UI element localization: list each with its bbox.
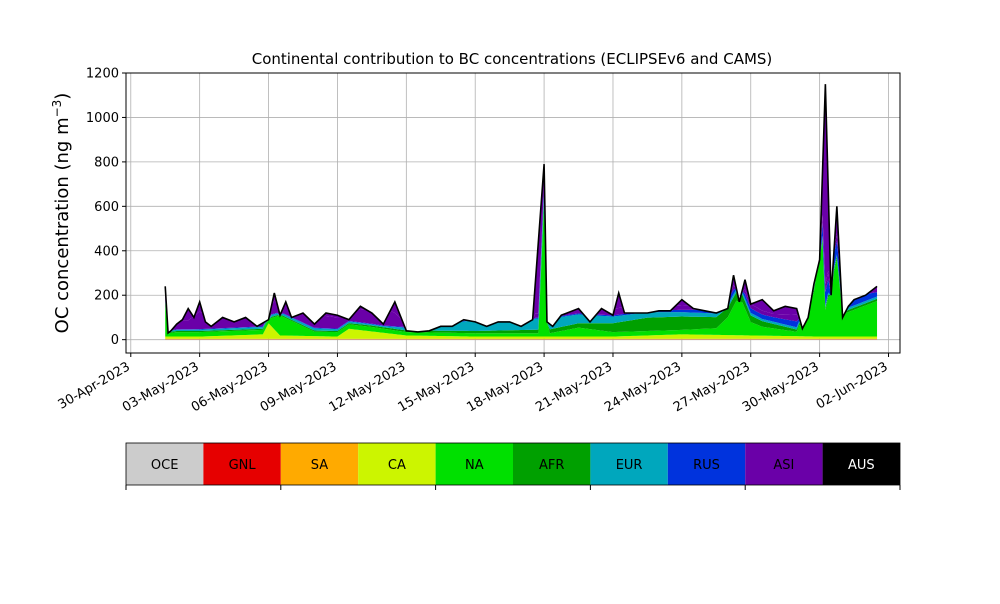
colorbar-label-ca: CA: [388, 458, 406, 473]
colorbar-label-sa: SA: [311, 458, 328, 473]
chart-title: Continental contribution to BC concentra…: [252, 50, 773, 68]
area-asi-top: [165, 84, 877, 333]
x-tick-label: 18-May-2023: [464, 359, 546, 415]
total-outline: [165, 84, 877, 333]
x-tick-label: 30-May-2023: [740, 359, 822, 415]
colorbar-label-afr: AFR: [539, 458, 564, 473]
colorbar-label-rus: RUS: [693, 458, 720, 473]
colorbar-label-gnl: GNL: [229, 458, 257, 473]
colorbar-label-aus: AUS: [848, 458, 875, 473]
colorbar-label-oce: OCE: [151, 458, 179, 473]
colorbar-legend: OCE GNL SA CA NA AFR EUR RUS ASI AUS: [126, 443, 900, 490]
colorbar-label-eur: EUR: [616, 458, 643, 473]
y-tick-label: 400: [94, 244, 119, 259]
y-axis-label: OC concentration (ng m−3): [50, 93, 73, 334]
colorbar-label-na: NA: [465, 458, 484, 473]
x-tick-label: 21-May-2023: [533, 359, 615, 415]
y-tick-label: 200: [94, 289, 119, 304]
y-tick-label: 0: [111, 333, 119, 348]
x-tick-label: 03-May-2023: [120, 359, 202, 415]
y-tick-label: 1000: [86, 111, 119, 126]
x-tick-label: 12-May-2023: [327, 359, 409, 415]
y-axis-ticks: 0 200 400 600 800 1000 1200: [86, 67, 126, 349]
x-tick-label: 27-May-2023: [671, 359, 753, 415]
y-tick-label: 1200: [86, 67, 119, 82]
x-axis-ticks: 30-Apr-202303-May-202306-May-202309-May-…: [56, 353, 891, 415]
x-tick-label: 06-May-2023: [189, 359, 271, 415]
x-tick-label: 09-May-2023: [258, 359, 340, 415]
x-tick-label: 02-Jun-2023: [814, 359, 891, 412]
y-tick-label: 600: [94, 200, 119, 215]
x-tick-label: 15-May-2023: [396, 359, 478, 415]
y-tick-label: 800: [94, 155, 119, 170]
series-line-aus: [165, 84, 877, 333]
colorbar-label-asi: ASI: [773, 458, 794, 473]
x-tick-label: 24-May-2023: [602, 359, 684, 415]
